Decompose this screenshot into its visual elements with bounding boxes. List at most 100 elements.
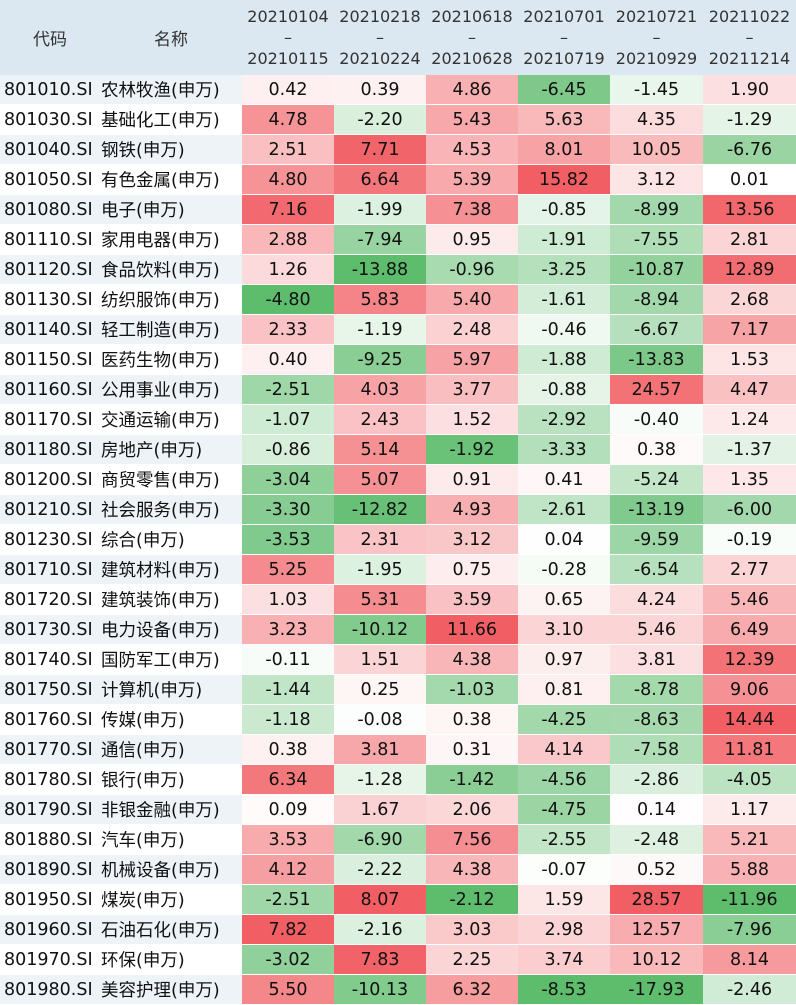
table-row: 801040.SI 钢铁(申万) 2.51 7.71 4.53 8.01 10.05 -6.7… xyxy=(0,134,796,165)
industry-name: 综合(申万) xyxy=(100,524,242,555)
return-cell: -3.04 xyxy=(242,464,334,495)
return-cell: -1.03 xyxy=(426,674,518,705)
return-cell: 14.44 xyxy=(703,704,796,735)
return-cell: -0.46 xyxy=(518,314,610,345)
return-cell: 9.06 xyxy=(703,674,796,705)
industry-code: 801790.SI xyxy=(0,794,100,825)
return-cell: -1.95 xyxy=(334,554,426,585)
return-cell: 3.53 xyxy=(242,824,334,855)
period-separator: – xyxy=(652,28,661,47)
return-cell: 5.14 xyxy=(334,434,426,465)
return-cell: 0.38 xyxy=(610,434,703,465)
return-cell: -2.12 xyxy=(426,884,518,915)
return-cell: 8.14 xyxy=(703,944,796,975)
period-end: 20210628 xyxy=(431,49,513,68)
industry-name: 食品饮料(申万) xyxy=(100,254,242,285)
return-cell: -1.37 xyxy=(703,434,796,465)
industry-name: 轻工制造(申万) xyxy=(100,314,242,345)
period-header-6: 20211022 – 20211214 xyxy=(703,0,796,75)
return-cell: 4.24 xyxy=(610,584,703,615)
table-row: 801950.SI 煤炭(申万) -2.51 8.07 -2.12 1.59 28.57 -1… xyxy=(0,884,796,915)
return-cell: 2.43 xyxy=(334,404,426,435)
return-cell: -3.53 xyxy=(242,524,334,555)
return-cell: 3.81 xyxy=(334,734,426,765)
return-cell: 3.74 xyxy=(518,944,610,975)
return-cell: -3.30 xyxy=(242,494,334,525)
return-cell: -6.54 xyxy=(610,554,703,585)
table-row: 801740.SI 国防军工(申万) -0.11 1.51 4.38 0.97 3.81 12… xyxy=(0,644,796,675)
table-row: 801160.SI 公用事业(申万) -2.51 4.03 3.77 -0.88 24.57… xyxy=(0,374,796,405)
industry-name: 石油石化(申万) xyxy=(100,914,242,945)
industry-name: 商贸零售(申万) xyxy=(100,464,242,495)
industry-code: 801140.SI xyxy=(0,314,100,345)
industry-code: 801230.SI xyxy=(0,524,100,555)
return-cell: -7.58 xyxy=(610,734,703,765)
return-cell: 0.41 xyxy=(518,464,610,495)
return-cell: -2.92 xyxy=(518,404,610,435)
period-header-1: 20210104 – 20210115 xyxy=(242,0,334,75)
period-header-4: 20210701 – 20210719 xyxy=(518,0,610,75)
return-cell: -1.88 xyxy=(518,344,610,375)
table-row: 801750.SI 计算机(申万) -1.44 0.25 -1.03 0.81 -8.78 9… xyxy=(0,674,796,705)
return-cell: 4.12 xyxy=(242,854,334,885)
return-cell: -0.11 xyxy=(242,644,334,675)
return-cell: 1.53 xyxy=(703,344,796,375)
industry-code: 801120.SI xyxy=(0,254,100,285)
industry-name: 建筑材料(申万) xyxy=(100,554,242,585)
industry-code: 801210.SI xyxy=(0,494,100,525)
return-cell: 5.07 xyxy=(334,464,426,495)
industry-name: 非银金融(申万) xyxy=(100,794,242,825)
return-cell: -8.53 xyxy=(518,974,610,1005)
industry-code: 801110.SI xyxy=(0,224,100,255)
return-cell: 5.21 xyxy=(703,824,796,855)
return-cell: 1.17 xyxy=(703,794,796,825)
table-row: 801050.SI 有色金属(申万) 4.80 6.64 5.39 15.82 3.12 0.… xyxy=(0,164,796,195)
table-row: 801110.SI 家用电器(申万) 2.88 -7.94 0.95 -1.91 -7.55… xyxy=(0,224,796,255)
return-cell: -5.24 xyxy=(610,464,703,495)
table-row: 801080.SI 电子(申万) 7.16 -1.99 7.38 -0.85 -8.99 13… xyxy=(0,194,796,225)
industry-name: 银行(申万) xyxy=(100,764,242,795)
period-separator: – xyxy=(284,28,292,47)
return-cell: -4.75 xyxy=(518,794,610,825)
industry-name: 煤炭(申万) xyxy=(100,884,242,915)
return-cell: 5.46 xyxy=(610,614,703,645)
return-cell: -1.19 xyxy=(334,314,426,345)
return-cell: -10.12 xyxy=(334,614,426,645)
return-cell: -4.56 xyxy=(518,764,610,795)
return-cell: -0.19 xyxy=(703,524,796,555)
table-row: 801970.SI 环保(申万) -3.02 7.83 2.25 3.74 10.12 8.1… xyxy=(0,944,796,975)
return-cell: 28.57 xyxy=(610,884,703,915)
return-cell: -8.94 xyxy=(610,284,703,315)
return-cell: 13.56 xyxy=(703,194,796,225)
return-cell: 2.68 xyxy=(703,284,796,315)
industry-code: 801160.SI xyxy=(0,374,100,405)
return-cell: -10.87 xyxy=(610,254,703,285)
period-end: 20210224 xyxy=(339,49,421,68)
return-cell: -1.42 xyxy=(426,764,518,795)
return-cell: 5.25 xyxy=(242,554,334,585)
return-cell: -0.08 xyxy=(334,704,426,735)
industry-code: 801130.SI xyxy=(0,284,100,315)
industry-code: 801770.SI xyxy=(0,734,100,765)
return-cell: 4.47 xyxy=(703,374,796,405)
return-cell: 1.52 xyxy=(426,404,518,435)
period-separator: – xyxy=(468,28,476,47)
period-start: 20211022 xyxy=(708,7,791,26)
return-cell: 3.12 xyxy=(610,164,703,195)
return-cell: -1.28 xyxy=(334,764,426,795)
return-cell: -7.96 xyxy=(703,914,796,945)
industry-code: 801010.SI xyxy=(0,75,100,105)
industry-name: 电子(申万) xyxy=(100,194,242,225)
return-cell: 5.43 xyxy=(426,104,518,135)
return-cell: 5.39 xyxy=(426,164,518,195)
return-cell: -0.40 xyxy=(610,404,703,435)
return-cell: 0.38 xyxy=(426,704,518,735)
industry-code: 801180.SI xyxy=(0,434,100,465)
return-cell: 12.57 xyxy=(610,914,703,945)
period-end: 20210719 xyxy=(523,49,605,68)
return-cell: 5.97 xyxy=(426,344,518,375)
return-cell: -13.19 xyxy=(610,494,703,525)
return-cell: 6.32 xyxy=(426,974,518,1005)
return-cell: 0.91 xyxy=(426,464,518,495)
